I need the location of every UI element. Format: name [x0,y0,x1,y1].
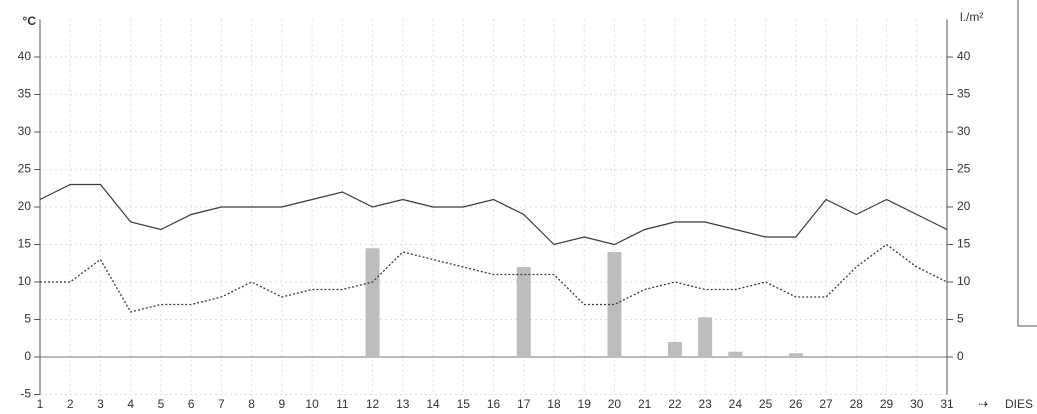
x-tick-label: 31 [940,397,954,411]
y-tick-label: 0 [24,349,31,363]
y2-tick-label: 15 [957,237,971,251]
y-tick-label: 35 [18,87,32,101]
x-tick-label: 19 [578,397,592,411]
y2-tick-label: 10 [957,274,971,288]
x-tick-label: 22 [668,397,682,411]
bar [516,267,531,357]
x-tick-label: 30 [910,397,924,411]
line [39,183,948,246]
y2-tick-label: 25 [957,162,971,176]
y2-tick-label: 30 [957,124,971,138]
y2-tick-label: 35 [957,87,971,101]
x-tick-label: 15 [457,397,471,411]
x-tick-label: 17 [517,397,531,411]
x-tick-label: 26 [789,397,803,411]
x-tick-label: 13 [396,397,410,411]
side-panel-border [1017,0,1037,327]
x-tick-label: 18 [547,397,561,411]
line [40,243,948,313]
x-axis-label: DIES [1005,397,1033,411]
x-tick-label: 11 [336,397,349,411]
x-tick-label: 3 [97,397,104,411]
x-tick-label: 27 [819,397,833,411]
x-tick-label: 12 [366,397,380,411]
x-tick-label: 8 [248,397,255,411]
y-tick-label: 20 [18,199,32,213]
y-tick-label: 10 [18,274,32,288]
bar [698,317,713,357]
x-tick-label: 6 [188,397,195,411]
y2-tick-label: 20 [957,199,971,213]
x-tick-label: 7 [218,397,225,411]
bar [607,252,622,357]
x-tick-label: 9 [279,397,286,411]
x-tick-label: 2 [67,397,74,411]
y2-axis-label: l./m² [960,10,983,24]
x-tick-label: 23 [698,397,712,411]
y-tick-label: 15 [18,237,32,251]
y-tick-label: -5 [20,387,31,401]
x-arrow: ⇢ [978,397,988,411]
x-tick-label: 29 [880,397,894,411]
x-tick-label: 5 [158,397,165,411]
x-tick-label: 10 [305,397,319,411]
x-tick-label: 20 [608,397,622,411]
y-tick-label: 40 [18,49,32,63]
x-tick-label: 28 [850,397,864,411]
bar [788,353,803,357]
y2-tick-label: 0 [957,349,964,363]
y-tick-label: 25 [18,162,32,176]
y-tick-label: 5 [24,312,31,326]
x-tick-label: 21 [638,397,652,411]
bar [365,248,380,357]
bar [667,342,682,357]
x-tick-label: 16 [487,397,501,411]
x-tick-label: 25 [759,397,773,411]
y-axis-label: °C [23,14,37,28]
x-tick-label: 14 [426,397,440,411]
y2-tick-label: 5 [957,312,964,326]
y2-tick-label: 40 [957,49,971,63]
x-tick-label: 4 [127,397,134,411]
x-tick-label: 1 [37,397,44,411]
bar [728,351,743,357]
y-tick-label: 30 [18,124,32,138]
x-tick-label: 24 [729,397,743,411]
